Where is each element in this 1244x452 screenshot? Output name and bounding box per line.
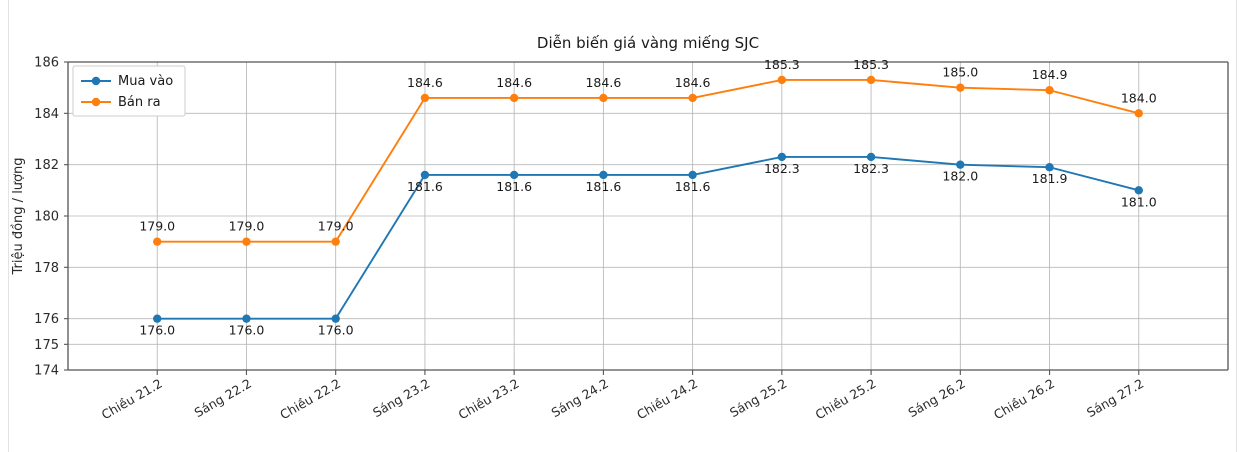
data-point-label: 182.3	[764, 161, 800, 176]
data-point[interactable]	[956, 160, 965, 169]
y-tick-label: 180	[34, 210, 59, 225]
legend-swatch-marker	[91, 97, 101, 107]
data-point[interactable]	[331, 237, 340, 246]
y-tick-label: 178	[34, 261, 59, 276]
x-tick-label: Chiều 22.2	[277, 376, 343, 423]
data-point-label: 176.0	[229, 323, 265, 338]
x-tick-label: Sáng 27.2	[1084, 376, 1146, 421]
data-point-label: 181.0	[1121, 194, 1157, 209]
series-markers	[153, 75, 1143, 323]
series-lines	[156, 79, 1140, 320]
x-tick-label: Chiều 26.2	[991, 376, 1057, 423]
data-point-label: 179.0	[318, 219, 354, 234]
x-tick-marks	[156, 370, 1140, 375]
y-tick-marks	[64, 61, 68, 371]
y-tick-labels: 174 175 176 178 180 182 184 186	[34, 56, 59, 379]
data-point-label: 176.0	[139, 323, 175, 338]
data-point-label: 181.6	[407, 179, 443, 194]
page-margin-guide-right	[1236, 0, 1237, 452]
data-point-label: 179.0	[229, 219, 265, 234]
chart-title: Diễn biến giá vàng miếng SJC	[537, 34, 759, 52]
legend: Mua vào Bán ra	[72, 65, 186, 117]
data-point[interactable]	[1045, 86, 1054, 95]
data-point-label: 181.6	[585, 179, 621, 194]
data-point-labels: 176.0 176.0 176.0 181.6 181.6 181.6 181.6 182.3…	[139, 57, 1156, 338]
x-tick-label: Sáng 23.2	[370, 376, 432, 421]
x-tick-label: Chiều 21.2	[99, 376, 165, 423]
x-tick-label: Sáng 24.2	[549, 376, 611, 421]
data-point-label: 185.3	[853, 57, 889, 72]
x-tick-labels: Chiều 21.2 Sáng 22.2 Chiều 22.2 Sáng 23.2 Ch…	[99, 376, 1147, 423]
y-tick-label: 174	[34, 364, 59, 379]
y-tick-label: 176	[34, 312, 59, 327]
data-point-label: 185.0	[942, 65, 978, 80]
data-point[interactable]	[509, 93, 519, 103]
x-tick-label: Chiều 25.2	[813, 376, 879, 423]
data-point[interactable]	[331, 314, 340, 323]
legend-box	[72, 65, 186, 117]
data-point-label: 184.9	[1032, 67, 1068, 82]
data-point[interactable]	[1045, 163, 1054, 172]
data-point[interactable]	[242, 237, 251, 246]
data-point[interactable]	[688, 93, 697, 103]
x-tick-label: Sáng 22.2	[192, 376, 254, 421]
data-point-label: 184.6	[585, 75, 621, 90]
data-point-label: 185.3	[764, 57, 800, 72]
x-tick-label: Sáng 25.2	[727, 376, 789, 421]
series-line-2	[156, 79, 1140, 243]
legend-label: Mua vào	[118, 74, 173, 89]
data-point[interactable]	[866, 75, 876, 85]
page-margin-guide-left	[8, 0, 9, 452]
data-point-label: 176.0	[318, 323, 354, 338]
data-point[interactable]	[509, 170, 519, 180]
data-point-label: 182.3	[853, 161, 889, 176]
y-tick-label: 182	[34, 158, 59, 173]
legend-swatch-marker	[91, 76, 101, 86]
data-point[interactable]	[1134, 109, 1143, 118]
series-line-1	[156, 156, 1140, 320]
data-point-label: 184.0	[1121, 90, 1157, 105]
x-tick-label: Chiều 23.2	[456, 376, 522, 423]
data-point-label: 184.6	[407, 75, 443, 90]
data-point-label: 181.6	[675, 179, 711, 194]
legend-label: Bán ra	[118, 95, 161, 110]
grid-lines	[68, 61, 1228, 371]
data-point[interactable]	[599, 170, 608, 180]
y-axis-title: Triệu đồng / lượng	[11, 158, 26, 276]
data-point-label: 181.9	[1032, 171, 1068, 186]
data-point-label: 179.0	[139, 219, 175, 234]
data-point[interactable]	[153, 237, 162, 246]
data-point[interactable]	[242, 314, 251, 323]
data-point-label: 184.6	[675, 75, 711, 90]
data-point[interactable]	[866, 152, 876, 162]
data-point-label: 184.6	[496, 75, 532, 90]
data-point[interactable]	[420, 93, 430, 103]
x-tick-label: Chiều 24.2	[634, 376, 700, 423]
data-point[interactable]	[420, 170, 430, 180]
x-tick-label: Sáng 26.2	[906, 376, 968, 421]
data-point[interactable]	[688, 170, 697, 180]
data-point[interactable]	[599, 93, 608, 103]
y-tick-label: 184	[34, 107, 59, 122]
data-point[interactable]	[777, 75, 787, 85]
y-tick-label: 186	[34, 56, 59, 71]
data-point[interactable]	[1134, 186, 1143, 195]
data-point[interactable]	[956, 83, 965, 92]
y-tick-label: 175	[34, 338, 59, 353]
data-point[interactable]	[153, 314, 162, 323]
data-point-label: 182.0	[942, 169, 978, 184]
data-point[interactable]	[777, 152, 787, 162]
data-point-label: 181.6	[496, 179, 532, 194]
